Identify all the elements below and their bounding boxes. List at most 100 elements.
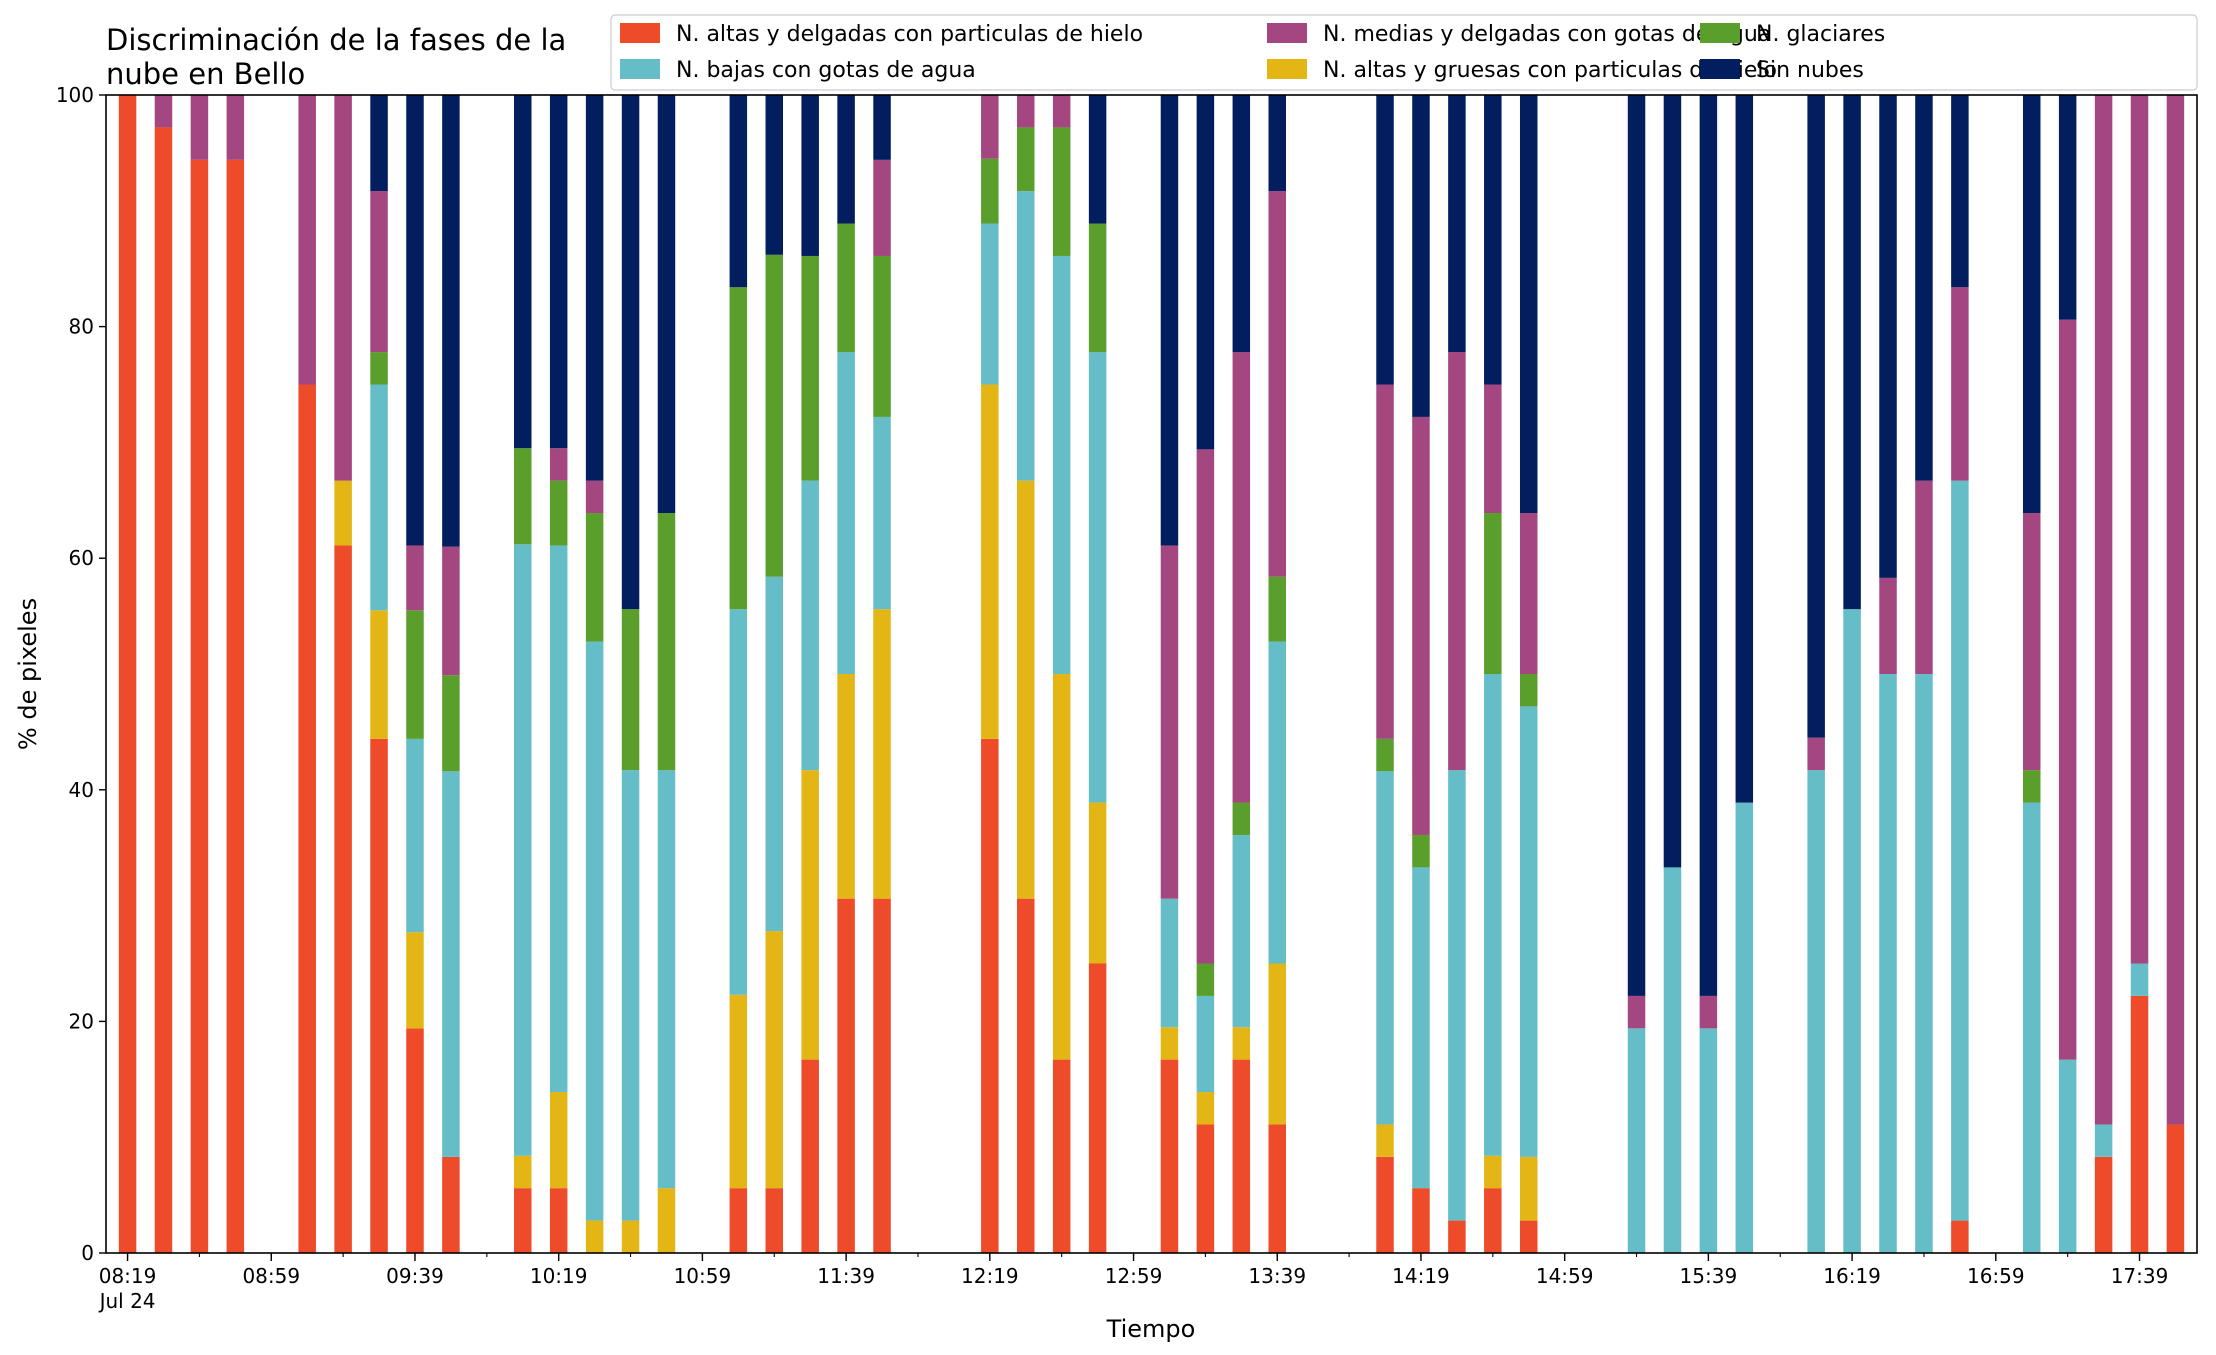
y-tick-label-2: 40 bbox=[69, 778, 94, 802]
plot-frame bbox=[105, 94, 2198, 1254]
bar-segment-8-0 bbox=[442, 1156, 460, 1253]
bar-segment-34-2 bbox=[1699, 1028, 1718, 1253]
bar-segment-43-2 bbox=[2094, 1124, 2113, 1157]
bar-segment-16-3 bbox=[801, 255, 819, 481]
bar-segment-26-5 bbox=[1268, 95, 1286, 192]
bar-segment-45-4 bbox=[2166, 95, 2185, 1125]
bar-segment-22-0 bbox=[1088, 963, 1107, 1253]
bar-segment-26-0 bbox=[1268, 1124, 1286, 1253]
bar-segment-10-5 bbox=[549, 95, 568, 449]
x-tick-label-10: 14:59 bbox=[1536, 1264, 1594, 1288]
bar-segment-30-5 bbox=[1484, 95, 1502, 385]
bar-segment-20-1 bbox=[1017, 480, 1035, 899]
bar-segment-31-4 bbox=[1519, 513, 1538, 674]
bar-segment-24-3 bbox=[1196, 963, 1215, 996]
x-tick-label-9: 14:19 bbox=[1392, 1264, 1450, 1288]
chart-title-line-1: Discriminación de la fases de la bbox=[106, 23, 566, 57]
bar-segment-25-2 bbox=[1232, 834, 1251, 1028]
x-tick-label-7: 12:59 bbox=[1105, 1264, 1163, 1288]
bar-segment-16-0 bbox=[801, 1059, 819, 1253]
bar-segment-31-2 bbox=[1519, 706, 1538, 1157]
legend-swatch-5 bbox=[1700, 59, 1740, 79]
bar-segment-40-2 bbox=[1951, 480, 1969, 1221]
bar-segment-28-0 bbox=[1412, 1188, 1430, 1253]
bar-segment-14-1 bbox=[729, 994, 748, 1189]
bar-segment-10-0 bbox=[549, 1188, 568, 1253]
legend-swatch-1 bbox=[1267, 59, 1307, 79]
bar-segment-31-1 bbox=[1519, 1156, 1538, 1221]
bar-segment-23-0 bbox=[1160, 1059, 1179, 1253]
bar-segment-24-4 bbox=[1196, 449, 1215, 964]
bar-segment-10-1 bbox=[549, 1092, 568, 1189]
x-tick-label-12: 16:19 bbox=[1823, 1264, 1881, 1288]
bar-segment-8-5 bbox=[442, 95, 460, 547]
bar-segment-17-2 bbox=[837, 352, 855, 674]
bar-segment-4-0 bbox=[298, 384, 316, 1253]
bar-segment-5-1 bbox=[334, 480, 352, 546]
bar-segment-42-4 bbox=[2058, 319, 2077, 1060]
bar-segment-26-2 bbox=[1268, 641, 1286, 964]
bar-segment-42-2 bbox=[2058, 1059, 2077, 1253]
bar-segment-5-4 bbox=[334, 95, 352, 481]
bar-segment-28-3 bbox=[1412, 834, 1430, 868]
bar-segment-10-3 bbox=[549, 480, 568, 546]
legend-label-0: N. altas y delgadas con particulas de hi… bbox=[676, 22, 1143, 47]
bar-segment-19-3 bbox=[981, 158, 999, 224]
bar-segment-17-3 bbox=[837, 223, 855, 353]
bar-segment-14-5 bbox=[729, 95, 748, 288]
bar-segment-19-2 bbox=[981, 223, 999, 385]
x-tick-label-4: 10:59 bbox=[674, 1264, 732, 1288]
bar-segment-13-2 bbox=[657, 770, 676, 1189]
bar-segment-7-0 bbox=[406, 1028, 424, 1253]
bar-segment-9-2 bbox=[514, 544, 532, 1156]
bar-segment-32-2 bbox=[1627, 1028, 1646, 1253]
bar-segment-10-4 bbox=[549, 448, 568, 481]
bar-segment-40-4 bbox=[1951, 287, 1969, 481]
bar-segment-29-5 bbox=[1448, 95, 1466, 353]
bar-segment-11-4 bbox=[585, 480, 604, 514]
bar-segment-33-2 bbox=[1663, 867, 1682, 1253]
bar-segment-21-0 bbox=[1052, 1059, 1071, 1253]
bar-segment-10-2 bbox=[549, 545, 568, 1093]
bar-segment-39-4 bbox=[1915, 480, 1933, 674]
legend-frame bbox=[610, 14, 2198, 91]
y-tick-label-5: 100 bbox=[56, 83, 94, 107]
bar-segment-11-5 bbox=[585, 95, 604, 481]
bar-segment-38-5 bbox=[1879, 95, 1897, 578]
bar-segment-18-4 bbox=[873, 159, 891, 256]
bar-segment-27-3 bbox=[1376, 738, 1394, 772]
bar-segment-32-5 bbox=[1627, 95, 1646, 996]
x-tick-label-14: 17:39 bbox=[2111, 1264, 2169, 1288]
bar-segment-12-2 bbox=[621, 770, 640, 1221]
bar-segment-32-4 bbox=[1627, 995, 1646, 1029]
bar-segment-43-0 bbox=[2094, 1156, 2113, 1253]
bar-segment-31-0 bbox=[1519, 1220, 1538, 1253]
bar-segment-35-5 bbox=[1735, 95, 1754, 803]
bar-segment-16-2 bbox=[801, 480, 819, 771]
bar-segment-39-5 bbox=[1915, 95, 1933, 481]
bar-segment-27-1 bbox=[1376, 1124, 1394, 1157]
bar-segment-24-2 bbox=[1196, 995, 1215, 1093]
bar-segment-6-5 bbox=[370, 95, 388, 192]
bar-segment-25-0 bbox=[1232, 1059, 1251, 1253]
x-tick-label-0: 08:19 bbox=[99, 1264, 157, 1288]
bars-layer bbox=[118, 95, 2185, 1254]
bar-segment-1-4 bbox=[154, 95, 173, 128]
bar-segment-27-2 bbox=[1376, 771, 1394, 1125]
bar-segment-30-1 bbox=[1484, 1155, 1502, 1189]
bar-segment-22-2 bbox=[1088, 352, 1107, 803]
bar-segment-15-5 bbox=[765, 95, 784, 255]
x-tick-label-6: 12:19 bbox=[961, 1264, 1019, 1288]
bar-segment-18-5 bbox=[873, 95, 891, 160]
bar-segment-16-5 bbox=[801, 95, 819, 256]
bar-segment-40-5 bbox=[1951, 95, 1969, 288]
bar-segment-17-5 bbox=[837, 95, 855, 224]
bar-segment-26-4 bbox=[1268, 191, 1286, 577]
bar-segment-13-3 bbox=[657, 513, 676, 771]
bar-segment-31-5 bbox=[1519, 95, 1538, 514]
bar-segment-7-2 bbox=[406, 738, 424, 933]
bar-segment-22-5 bbox=[1088, 95, 1107, 224]
legend-label-3: N. glaciares bbox=[1756, 22, 1885, 47]
bar-segment-17-1 bbox=[837, 674, 855, 899]
bar-segment-30-0 bbox=[1484, 1188, 1502, 1253]
